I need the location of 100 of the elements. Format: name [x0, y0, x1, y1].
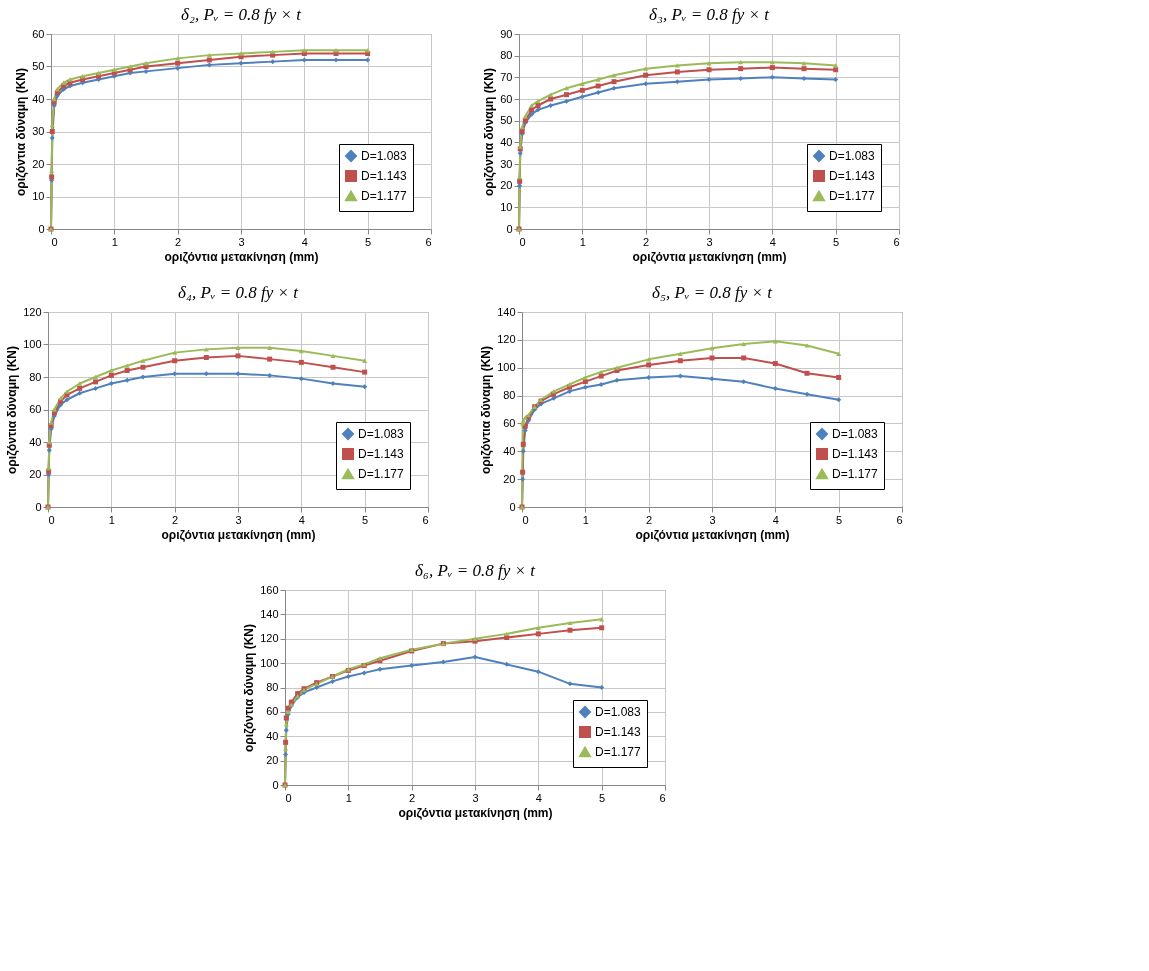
legend-label: D=1.143 [829, 169, 876, 183]
y-tick-label: 20 [266, 754, 279, 767]
chart-title: δ₆, Pᵥ = 0.8 fy × t [415, 561, 537, 580]
y-tick-label: 40 [500, 135, 513, 148]
x-tick-label: 4 [298, 513, 305, 526]
x-tick-label: 5 [365, 235, 372, 248]
x-tick-label: 6 [422, 513, 429, 526]
x-tick-label: 6 [893, 235, 900, 248]
y-tick-label: 140 [260, 607, 279, 620]
y-tick-label: 0 [35, 500, 42, 513]
y-tick-label: 0 [38, 222, 45, 235]
x-tick-label: 1 [111, 235, 118, 248]
y-axis-title: οριζόντια δύναμη (KN) [5, 346, 20, 474]
x-tick-label: 1 [345, 791, 352, 804]
x-tick-label: 6 [659, 791, 666, 804]
x-tick-label: 4 [772, 513, 779, 526]
x-tick-label: 4 [769, 235, 776, 248]
y-tick-label: 20 [500, 179, 513, 192]
legend-label: D=1.083 [361, 149, 408, 163]
x-tick-label: 0 [51, 235, 58, 248]
x-tick-label: 2 [172, 513, 179, 526]
legend-label: D=1.177 [832, 467, 879, 481]
y-tick-label: 40 [503, 444, 516, 457]
y-tick-label: 80 [500, 49, 513, 62]
y-tick-label: 10 [32, 190, 45, 202]
y-tick-label: 0 [506, 222, 513, 235]
x-tick-label: 6 [425, 235, 432, 248]
y-tick-label: 0 [509, 500, 516, 513]
x-tick-label: 4 [301, 235, 308, 248]
y-tick-label: 0 [272, 778, 279, 791]
y-tick-label: 30 [32, 125, 45, 137]
y-tick-label: 20 [29, 468, 42, 480]
legend-label: D=1.143 [358, 447, 405, 461]
x-axis-title: οριζόντια μετακίνηση (mm) [161, 527, 316, 542]
y-tick-label: 90 [500, 27, 513, 40]
x-tick-label: 1 [108, 513, 115, 526]
y-tick-label: 60 [503, 416, 516, 429]
y-tick-label: 50 [32, 60, 45, 72]
y-tick-label: 60 [29, 403, 42, 415]
legend-label: D=1.177 [595, 745, 642, 759]
y-axis-title: οριζόντια δύναμη (KN) [479, 346, 494, 474]
x-tick-label: 1 [582, 513, 589, 526]
x-tick-label: 2 [409, 791, 416, 804]
y-tick-label: 160 [260, 583, 279, 596]
y-tick-label: 100 [23, 338, 42, 350]
y-tick-label: 100 [260, 656, 279, 669]
chart-title: δ₂, Pᵥ = 0.8 fy × t [181, 5, 303, 24]
y-tick-label: 60 [500, 92, 513, 105]
y-tick-label: 20 [503, 472, 516, 485]
x-axis-title: οριζόντια μετακίνηση (mm) [398, 805, 553, 820]
y-tick-label: 100 [497, 361, 516, 374]
y-tick-label: 30 [500, 157, 513, 170]
legend-label: D=1.143 [361, 169, 408, 183]
y-tick-label: 80 [266, 681, 279, 693]
y-tick-label: 120 [497, 333, 516, 346]
x-tick-label: 0 [48, 513, 55, 526]
legend-label: D=1.083 [832, 427, 879, 441]
x-tick-label: 1 [579, 235, 586, 248]
legend-label: D=1.083 [595, 705, 642, 719]
y-tick-label: 70 [500, 70, 513, 83]
legend-label: D=1.177 [829, 189, 876, 203]
chart-title: δ₄, Pᵥ = 0.8 fy × t [178, 283, 300, 302]
legend-label: D=1.177 [361, 189, 408, 203]
y-axis-title: οριζόντια δύναμη (KN) [482, 68, 497, 196]
x-axis-title: οριζόντια μετακίνηση (mm) [632, 249, 787, 264]
x-tick-label: 3 [238, 235, 245, 248]
x-tick-label: 5 [599, 791, 606, 804]
x-axis-title: οριζόντια μετακίνηση (mm) [164, 249, 319, 264]
x-tick-label: 3 [706, 235, 713, 248]
legend-label: D=1.083 [358, 427, 405, 441]
x-tick-label: 0 [522, 513, 529, 526]
y-tick-label: 40 [29, 435, 42, 448]
x-tick-label: 6 [896, 513, 903, 526]
chart-title: δ₅, Pᵥ = 0.8 fy × t [652, 283, 774, 302]
legend-label: D=1.083 [829, 149, 876, 163]
y-axis-title: οριζόντια δύναμη (KN) [242, 624, 257, 752]
x-tick-label: 3 [472, 791, 479, 804]
y-tick-label: 80 [503, 389, 516, 402]
x-tick-label: 2 [175, 235, 182, 248]
y-tick-label: 40 [32, 92, 45, 105]
y-tick-label: 40 [266, 729, 279, 742]
x-tick-label: 2 [643, 235, 650, 248]
chart-title: δ₃, Pᵥ = 0.8 fy × t [649, 5, 771, 24]
x-tick-label: 0 [285, 791, 292, 804]
x-axis-title: οριζόντια μετακίνηση (mm) [635, 527, 790, 542]
y-tick-label: 80 [29, 370, 42, 383]
y-tick-label: 20 [32, 157, 45, 170]
y-tick-label: 50 [500, 114, 513, 127]
legend-label: D=1.177 [358, 467, 405, 481]
y-tick-label: 10 [500, 200, 513, 213]
y-tick-label: 120 [23, 305, 42, 318]
legend-label: D=1.143 [832, 447, 879, 461]
x-tick-label: 3 [235, 513, 242, 526]
y-tick-label: 60 [32, 27, 45, 40]
x-tick-label: 5 [362, 513, 369, 526]
x-tick-label: 0 [519, 235, 526, 248]
y-tick-label: 120 [260, 632, 279, 645]
legend-label: D=1.143 [595, 725, 642, 739]
x-tick-label: 5 [833, 235, 840, 248]
x-tick-label: 5 [836, 513, 843, 526]
